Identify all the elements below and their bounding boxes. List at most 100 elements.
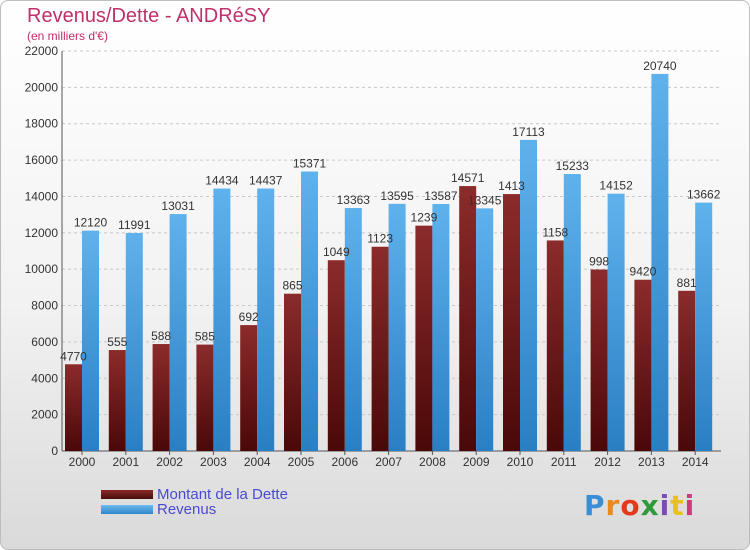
legend-swatch-revenus bbox=[101, 505, 153, 514]
x-tick-label: 2001 bbox=[112, 455, 139, 469]
x-tick-label: 2014 bbox=[682, 455, 709, 469]
data-label-revenus: 15233 bbox=[556, 159, 590, 173]
bar-revenus bbox=[607, 193, 625, 451]
bar-revenus bbox=[82, 230, 99, 451]
data-label-dette: 14571 bbox=[451, 171, 485, 185]
bar-dette bbox=[459, 186, 477, 451]
x-tick-label: 2003 bbox=[200, 455, 227, 469]
bar-dette bbox=[678, 290, 696, 451]
bar-revenus bbox=[213, 188, 231, 451]
x-tick-label: 2010 bbox=[507, 455, 534, 469]
x-tick-label: 2004 bbox=[244, 455, 271, 469]
data-label-dette: 881 bbox=[677, 276, 697, 290]
data-label-revenus: 13031 bbox=[161, 199, 195, 213]
bar-dette bbox=[415, 225, 433, 451]
bar-dette bbox=[371, 246, 389, 451]
data-label-dette: 585 bbox=[195, 330, 215, 344]
data-label-revenus: 15371 bbox=[293, 157, 327, 171]
x-tick-label: 2012 bbox=[594, 455, 621, 469]
y-tick-label: 0 bbox=[51, 444, 58, 458]
y-tick-label: 22000 bbox=[25, 44, 59, 58]
data-label-dette: 1158 bbox=[542, 225, 568, 239]
bar-revenus bbox=[695, 202, 713, 451]
data-label-dette: 1413 bbox=[498, 179, 525, 193]
data-label-dette: 998 bbox=[589, 255, 609, 269]
logo-letter: i bbox=[659, 489, 671, 522]
x-tick-label: 2009 bbox=[463, 455, 490, 469]
bar-revenus bbox=[651, 73, 669, 451]
y-tick-label: 4000 bbox=[31, 371, 58, 385]
y-tick-label: 2000 bbox=[31, 408, 58, 422]
bar-dette bbox=[546, 240, 564, 451]
data-label-revenus: 13345 bbox=[468, 193, 502, 207]
bar-dette bbox=[196, 344, 214, 451]
bar-revenus bbox=[301, 171, 318, 451]
x-tick-label: 2006 bbox=[331, 455, 358, 469]
legend-item-revenus: Revenus bbox=[101, 501, 288, 518]
bar-dette bbox=[65, 364, 82, 451]
logo-letter: x bbox=[640, 489, 660, 522]
data-label-dette: 588 bbox=[151, 329, 171, 343]
logo-letter: o bbox=[620, 489, 641, 522]
data-label-dette: 1123 bbox=[367, 232, 393, 246]
logo-letter: i bbox=[684, 489, 696, 522]
x-tick-label: 2007 bbox=[375, 455, 402, 469]
logo-letter: P bbox=[584, 489, 606, 522]
data-label-revenus: 13595 bbox=[380, 189, 414, 203]
logo-letter: t bbox=[670, 489, 685, 522]
data-label-revenus: 12120 bbox=[74, 216, 108, 230]
bar-revenus bbox=[257, 188, 275, 451]
data-label-revenus: 14437 bbox=[249, 174, 283, 188]
bar-revenus bbox=[169, 214, 187, 451]
y-tick-label: 6000 bbox=[31, 335, 58, 349]
data-label-dette: 865 bbox=[282, 279, 302, 293]
legend-label-dette: Montant de la Dette bbox=[157, 486, 288, 503]
data-label-revenus: 17113 bbox=[512, 125, 545, 139]
bar-dette bbox=[108, 350, 126, 451]
bar-dette bbox=[152, 344, 170, 451]
bar-dette bbox=[284, 293, 301, 451]
bar-revenus bbox=[388, 203, 406, 451]
x-tick-label: 2002 bbox=[156, 455, 183, 469]
bar-dette bbox=[634, 279, 652, 451]
data-label-dette: 692 bbox=[239, 310, 259, 324]
bar-dette bbox=[240, 325, 258, 451]
x-tick-label: 2000 bbox=[69, 455, 96, 469]
legend: Montant de la Dette Revenus bbox=[101, 486, 288, 518]
x-tick-label: 2011 bbox=[551, 455, 577, 469]
chart-subtitle: (en milliers d'€) bbox=[27, 29, 108, 43]
bar-revenus bbox=[125, 232, 143, 451]
x-tick-label: 2008 bbox=[419, 455, 446, 469]
bar-revenus bbox=[432, 203, 450, 451]
legend-label-revenus: Revenus bbox=[157, 501, 217, 518]
bar-revenus bbox=[563, 174, 581, 451]
y-tick-label: 14000 bbox=[25, 189, 59, 203]
data-label-revenus: 11991 bbox=[118, 218, 151, 232]
y-tick-label: 16000 bbox=[25, 153, 59, 167]
bar-dette bbox=[327, 260, 345, 451]
legend-item-dette: Montant de la Dette bbox=[101, 486, 288, 503]
data-label-dette: 4770 bbox=[60, 349, 87, 363]
bar-revenus bbox=[476, 208, 494, 451]
chart-title: Revenus/Dette - ANDRéSY bbox=[27, 5, 271, 27]
y-tick-label: 18000 bbox=[25, 117, 59, 131]
data-label-revenus: 14152 bbox=[599, 179, 633, 193]
x-tick-label: 2013 bbox=[638, 455, 665, 469]
data-label-revenus: 20740 bbox=[643, 59, 677, 73]
data-label-dette: 9420 bbox=[630, 265, 657, 279]
bar-revenus bbox=[520, 139, 537, 451]
data-label-dette: 1239 bbox=[411, 211, 438, 225]
bar-dette bbox=[503, 194, 520, 451]
data-label-dette: 1049 bbox=[323, 245, 350, 259]
bar-revenus bbox=[344, 208, 362, 451]
proxiti-logo: Proxiti bbox=[584, 489, 695, 522]
data-label-revenus: 14434 bbox=[205, 174, 239, 188]
y-tick-label: 20000 bbox=[25, 80, 59, 94]
data-label-revenus: 13662 bbox=[687, 188, 721, 202]
x-tick-label: 2005 bbox=[288, 455, 315, 469]
bar-dette bbox=[590, 269, 608, 451]
legend-swatch-dette bbox=[101, 490, 153, 499]
y-tick-label: 12000 bbox=[25, 226, 59, 240]
